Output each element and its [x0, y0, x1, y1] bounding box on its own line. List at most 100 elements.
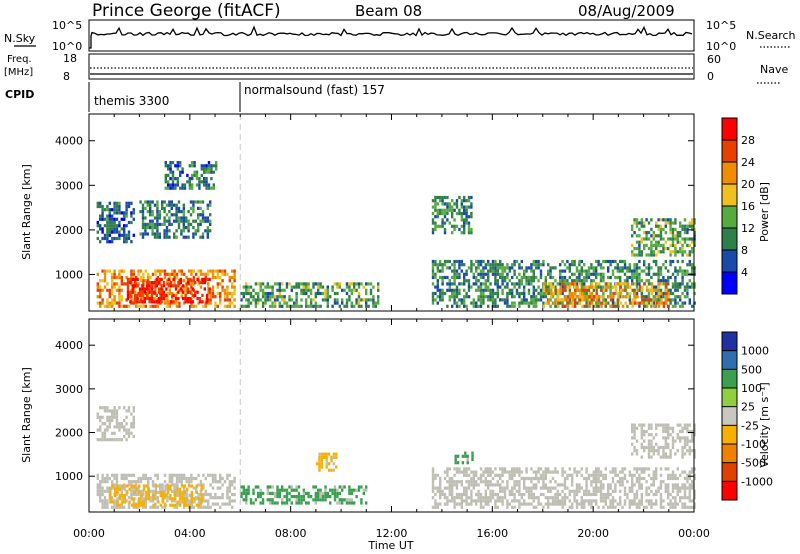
echo-cell — [214, 269, 217, 273]
echo-cell — [542, 304, 546, 308]
echo-cell — [479, 473, 483, 477]
echo-cell — [645, 279, 648, 283]
echo-cell — [120, 502, 123, 506]
echo-cell — [580, 266, 583, 270]
echo-cell — [532, 291, 535, 296]
echo-cell — [508, 291, 511, 296]
echo-cell — [190, 288, 193, 292]
echo-cell — [295, 298, 298, 302]
echo-cell — [617, 295, 620, 299]
echo-cell — [667, 275, 670, 280]
echo-cell — [525, 282, 528, 286]
echo-cell — [211, 502, 215, 506]
echo-cell — [587, 499, 591, 503]
echo-cell — [180, 476, 183, 481]
echo-cell — [537, 291, 540, 296]
echo-cell — [233, 291, 236, 296]
echo-cell — [501, 272, 504, 276]
echo-cell — [158, 290, 161, 294]
echo-cell — [561, 502, 564, 506]
echo-cell — [216, 285, 219, 289]
echo-cell — [245, 298, 248, 302]
echo-cell — [144, 200, 147, 204]
echo-cell — [204, 229, 207, 233]
echo-cell — [156, 210, 159, 214]
echo-cell — [619, 282, 622, 286]
echo-cell — [223, 291, 227, 296]
echo-cell — [164, 173, 167, 177]
echo-cell — [431, 470, 435, 474]
echo-cell — [664, 423, 667, 427]
echo-cell — [185, 282, 188, 286]
echo-cell — [688, 250, 691, 254]
echo-cell — [127, 434, 131, 439]
echo-cell — [357, 298, 361, 302]
echo-cell — [127, 431, 131, 435]
echo-cell — [200, 180, 203, 184]
echo-cell — [207, 502, 210, 506]
echo-cell — [111, 480, 114, 484]
echo-cell — [446, 202, 449, 206]
echo-cell — [132, 492, 135, 497]
echo-cell — [118, 288, 121, 292]
echo-cell — [508, 502, 511, 506]
echo-cell — [439, 275, 442, 280]
echo-cell — [288, 304, 291, 308]
echo-cell — [169, 164, 172, 168]
echo-cell — [679, 231, 682, 235]
echo-cell — [195, 183, 199, 187]
echo-cell — [197, 473, 200, 477]
echo-cell — [195, 486, 198, 490]
echo-cell — [655, 234, 658, 238]
echo-cell — [465, 470, 468, 474]
echo-cell — [657, 298, 660, 302]
echo-cell — [242, 295, 245, 299]
echo-cell — [317, 288, 320, 292]
echo-cell — [448, 205, 451, 209]
echo-cell — [247, 304, 250, 308]
echo-cell — [434, 208, 437, 212]
echo-cell — [113, 204, 116, 209]
echo-cell — [674, 476, 677, 481]
echo-cell — [127, 505, 131, 509]
echo-cell — [113, 301, 116, 305]
echo-cell — [659, 231, 663, 235]
echo-cell — [345, 285, 349, 289]
echo-cell — [128, 487, 131, 491]
echo-cell — [652, 237, 655, 241]
echo-cell — [456, 461, 460, 465]
echo-cell — [511, 295, 514, 299]
echo-cell — [633, 231, 636, 235]
echo-cell — [669, 452, 672, 456]
echo-cell — [101, 211, 104, 215]
echo-cell — [686, 227, 689, 231]
echo-cell — [247, 285, 250, 289]
echo-cell — [199, 285, 203, 289]
echo-cell — [348, 491, 351, 495]
echo-cell — [484, 470, 487, 474]
echo-cell — [581, 288, 584, 292]
echo-cell — [681, 291, 684, 296]
echo-cell — [461, 461, 465, 465]
echo-cell — [123, 484, 126, 488]
echo-cell — [641, 288, 644, 292]
echo-cell — [453, 496, 456, 500]
echo-cell — [635, 240, 639, 244]
echo-cell — [611, 476, 615, 481]
echo-cell — [655, 492, 658, 497]
echo-cell — [132, 301, 135, 305]
echo-cell — [148, 281, 151, 285]
echo-cell — [583, 492, 586, 497]
echo-cell — [683, 301, 687, 305]
echo-cell — [550, 288, 553, 292]
echo-cell — [127, 428, 131, 432]
echo-cell — [221, 272, 224, 276]
echo-cell — [118, 505, 121, 509]
echo-cell — [136, 284, 139, 288]
echo-cell — [506, 263, 509, 267]
echo-cell — [150, 300, 154, 304]
echo-cell — [295, 285, 298, 289]
echo-cell — [645, 234, 648, 238]
echo-cell — [153, 203, 157, 207]
echo-cell — [633, 445, 636, 450]
